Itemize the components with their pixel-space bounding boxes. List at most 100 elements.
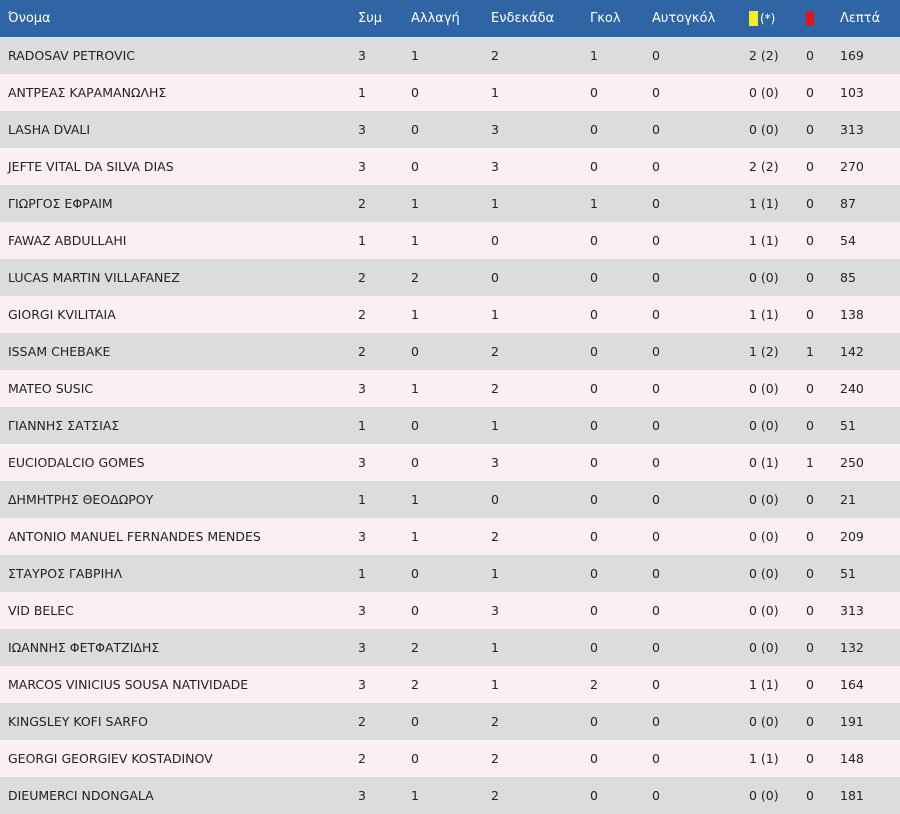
red-cards-cell: 1 — [806, 344, 814, 359]
substitutions-cell: 1 — [411, 381, 419, 396]
player-name-cell[interactable]: ΑΝΤΡΕΑΣ ΚΑΡΑΜΑΝΩΛΗΣ — [8, 85, 167, 100]
player-name-cell[interactable]: EUCIODALCIO GOMES — [8, 455, 145, 470]
appearances-cell: 2 — [358, 196, 366, 211]
player-name-cell[interactable]: ΓΙΑΝΝΗΣ ΣΑΤΣΙΑΣ — [8, 418, 120, 433]
yellow-cards-cell: 0 (0) — [749, 270, 779, 285]
substitutions-cell: 0 — [411, 455, 419, 470]
col-header-sub[interactable]: Αλλαγή — [411, 11, 460, 26]
yellow-card-icon — [749, 11, 758, 26]
player-name-cell[interactable]: LUCAS MARTIN VILLAFANEZ — [8, 270, 180, 285]
starting-eleven-cell: 2 — [491, 344, 499, 359]
col-header-starting[interactable]: Ενδεκάδα — [491, 11, 555, 26]
goals-cell: 0 — [590, 270, 598, 285]
starting-eleven-cell: 1 — [491, 640, 499, 655]
player-name-cell[interactable]: ΙΩΑΝΝΗΣ ΦΕΤΦΑΤΖΙΔΗΣ — [8, 640, 160, 655]
table-row: DIEUMERCI NDONGALA 3 1 2 0 0 0 (0) 0 181 — [0, 777, 900, 814]
substitutions-cell: 2 — [411, 640, 419, 655]
yellow-cards-cell: 0 (0) — [749, 603, 779, 618]
minutes-cell: 103 — [840, 85, 864, 100]
minutes-cell: 164 — [840, 677, 864, 692]
substitutions-cell: 0 — [411, 751, 419, 766]
col-header-yellow-cards[interactable]: (*) — [749, 0, 806, 37]
yellow-cards-cell: 1 (1) — [749, 751, 779, 766]
goals-cell: 0 — [590, 381, 598, 396]
player-name-cell[interactable]: DIEUMERCI NDONGALA — [8, 788, 154, 803]
red-cards-cell: 0 — [806, 307, 814, 322]
minutes-cell: 191 — [840, 714, 864, 729]
col-header-minutes[interactable]: Λεπτά — [840, 11, 881, 26]
own-goals-cell: 0 — [652, 159, 660, 174]
substitutions-cell: 1 — [411, 492, 419, 507]
minutes-cell: 313 — [840, 122, 864, 137]
goals-cell: 0 — [590, 640, 598, 655]
own-goals-cell: 0 — [652, 492, 660, 507]
yellow-cards-cell: 0 (0) — [749, 418, 779, 433]
appearances-cell: 1 — [358, 233, 366, 248]
appearances-cell: 2 — [358, 344, 366, 359]
player-name-cell[interactable]: MARCOS VINICIUS SOUSA NATIVIDADE — [8, 677, 249, 692]
appearances-cell: 3 — [358, 381, 366, 396]
table-row: LASHA DVALI 3 0 3 0 0 0 (0) 0 313 — [0, 111, 900, 148]
col-header-apps[interactable]: Συμ — [358, 11, 383, 26]
red-cards-cell: 0 — [806, 788, 814, 803]
goals-cell: 0 — [590, 344, 598, 359]
yellow-cards-cell: 0 (0) — [749, 566, 779, 581]
substitutions-cell: 2 — [411, 677, 419, 692]
yellow-cards-cell: 0 (0) — [749, 640, 779, 655]
minutes-cell: 21 — [840, 492, 856, 507]
red-cards-cell: 0 — [806, 233, 814, 248]
substitutions-cell: 0 — [411, 714, 419, 729]
goals-cell: 0 — [590, 603, 598, 618]
player-name-cell[interactable]: LASHA DVALI — [8, 122, 91, 137]
substitutions-cell: 0 — [411, 566, 419, 581]
goals-cell: 0 — [590, 788, 598, 803]
red-cards-cell: 0 — [806, 159, 814, 174]
player-name-cell[interactable]: KINGSLEY KOFI SARFO — [8, 714, 148, 729]
red-cards-cell: 0 — [806, 603, 814, 618]
appearances-cell: 2 — [358, 714, 366, 729]
player-name-cell[interactable]: ISSAM CHEBAKE — [8, 344, 111, 359]
goals-cell: 0 — [590, 122, 598, 137]
starting-eleven-cell: 1 — [491, 418, 499, 433]
appearances-cell: 2 — [358, 270, 366, 285]
player-name-cell[interactable]: RADOSAV PETROVIC — [8, 48, 135, 63]
goals-cell: 0 — [590, 233, 598, 248]
table-row: ΑΝΤΡΕΑΣ ΚΑΡΑΜΑΝΩΛΗΣ 1 0 1 0 0 0 (0) 0 103 — [0, 74, 900, 111]
col-header-own-goals[interactable]: Αυτογκόλ — [652, 11, 716, 26]
table-row: EUCIODALCIO GOMES 3 0 3 0 0 0 (1) 1 250 — [0, 444, 900, 481]
col-header-red-cards[interactable] — [806, 0, 840, 37]
yellow-cards-cell: 2 (2) — [749, 159, 779, 174]
substitutions-cell: 1 — [411, 48, 419, 63]
col-header-name[interactable]: Όνομα — [8, 11, 51, 26]
own-goals-cell: 0 — [652, 603, 660, 618]
player-name-cell[interactable]: GIORGI KVILITAIA — [8, 307, 116, 322]
player-name-cell[interactable]: ΣΤΑΥΡΟΣ ΓΑΒΡΙΗΛ — [8, 566, 123, 581]
appearances-cell: 3 — [358, 529, 366, 544]
own-goals-cell: 0 — [652, 122, 660, 137]
player-name-cell[interactable]: MATEO SUSIC — [8, 381, 94, 396]
player-name-cell[interactable]: JEFTE VITAL DA SILVA DIAS — [8, 159, 174, 174]
goals-cell: 2 — [590, 677, 598, 692]
substitutions-cell: 0 — [411, 159, 419, 174]
player-name-cell[interactable]: ΔΗΜΗΤΡΗΣ ΘΕΟΔΩΡΟΥ — [8, 492, 154, 507]
yellow-cards-cell: 1 (2) — [749, 344, 779, 359]
yellow-cards-cell: 0 (0) — [749, 122, 779, 137]
yellow-cards-cell: 0 (0) — [749, 529, 779, 544]
starting-eleven-cell: 2 — [491, 714, 499, 729]
player-name-cell[interactable]: ΓΙΩΡΓΟΣ ΕΦΡΑΙΜ — [8, 196, 113, 211]
substitutions-cell: 1 — [411, 196, 419, 211]
red-card-icon — [806, 11, 814, 26]
player-name-cell[interactable]: FAWAZ ABDULLAHI — [8, 233, 127, 248]
starting-eleven-cell: 1 — [491, 566, 499, 581]
player-name-cell[interactable]: VID BELEC — [8, 603, 74, 618]
player-name-cell[interactable]: ANTONIO MANUEL FERNANDES MENDES — [8, 529, 261, 544]
col-header-goals[interactable]: Γκολ — [590, 11, 621, 26]
red-cards-cell: 0 — [806, 566, 814, 581]
goals-cell: 0 — [590, 85, 598, 100]
minutes-cell: 132 — [840, 640, 864, 655]
minutes-cell: 54 — [840, 233, 856, 248]
appearances-cell: 2 — [358, 307, 366, 322]
player-name-cell[interactable]: GEORGI GEORGIEV KOSTADINOV — [8, 751, 213, 766]
goals-cell: 0 — [590, 751, 598, 766]
own-goals-cell: 0 — [652, 751, 660, 766]
